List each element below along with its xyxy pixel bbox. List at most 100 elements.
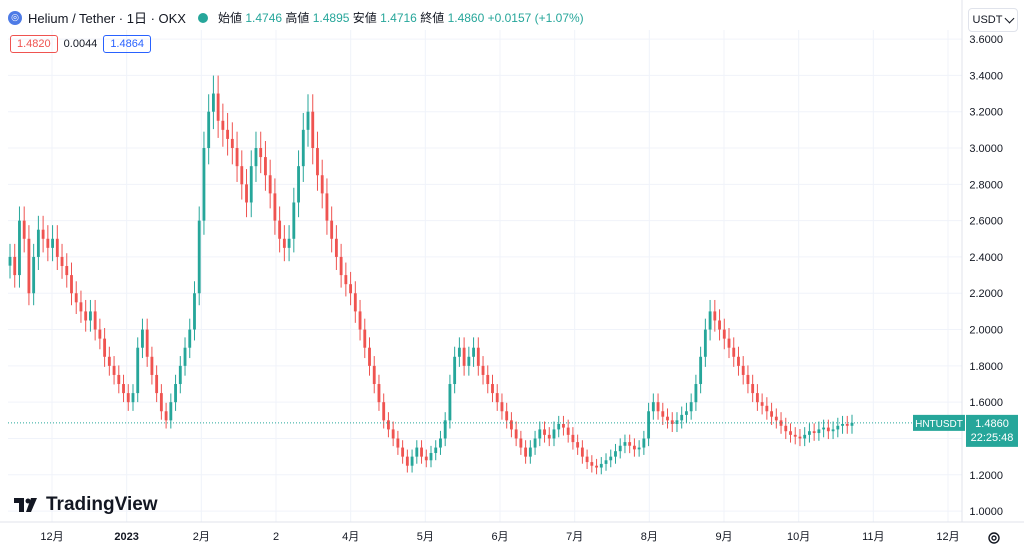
candle [481,365,485,375]
candle [107,356,111,366]
candle [826,427,830,432]
candle [495,393,499,403]
candle [585,456,589,463]
candle [472,347,475,357]
candle [703,329,707,357]
candle [609,456,613,461]
currency-selector[interactable]: USDT [968,8,1018,32]
candle [273,193,277,221]
countdown-label: 22:25:48 [971,432,1014,444]
candle [533,438,537,448]
candle [628,442,632,446]
candle [268,175,272,194]
candle [680,414,684,421]
candle [727,338,731,348]
candle [552,429,556,439]
candle [301,129,305,167]
candle [249,166,253,203]
symbol-title[interactable]: Helium / Tether · 1日 · OKX [28,11,186,26]
candle [221,120,225,130]
candle [216,93,220,121]
ask-price[interactable]: 1.4864 [103,35,151,53]
candle [623,442,627,446]
symbol-tag [913,414,965,431]
y-tick-label: 3.2000 [969,107,1003,119]
candle [183,347,187,366]
candle [70,275,73,294]
candle [282,238,286,248]
x-tick-label: 11月 [862,531,884,543]
candle [831,429,835,432]
candle [793,434,797,437]
candle [178,365,182,385]
candle [732,347,736,357]
candle [405,456,409,466]
y-tick-label: 2.0000 [969,325,1003,337]
candle [150,356,154,375]
candle [287,238,291,248]
candle [453,356,457,385]
candle [410,456,414,466]
candle [32,256,36,294]
candle [164,411,168,421]
candle [580,447,584,457]
candle [387,420,390,430]
candle [339,256,343,276]
x-tick-label: 7月 [566,531,583,543]
candle [467,356,471,366]
candle [159,393,163,412]
candle [779,420,783,426]
candle [443,420,447,439]
candle [562,423,565,428]
candle [519,438,523,448]
candle [88,311,92,321]
bid-price[interactable]: 1.4820 [10,35,58,53]
candle [760,402,764,406]
tradingview-logo[interactable]: TradingView [14,494,158,516]
candle [590,462,594,466]
candle [751,384,755,394]
candle [245,184,248,203]
candle [434,447,438,454]
candle [415,447,419,457]
candle [651,402,655,412]
candle [211,93,215,112]
candle [278,220,282,239]
candle [235,148,239,167]
candle [131,393,135,403]
last-price-label: 1.4860 [975,418,1009,430]
candle [694,384,698,403]
y-tick-label: 1.8000 [969,361,1003,373]
settings-gear-icon[interactable] [986,530,1002,546]
y-tick-label: 1.0000 [969,506,1003,518]
candle [240,166,244,185]
candle [685,411,688,415]
x-tick-label: 9月 [715,531,732,543]
candle [647,411,651,439]
candle [103,338,107,357]
candle [841,423,844,426]
candle [334,238,338,257]
candle [462,347,466,366]
candle [689,402,693,412]
candle [803,434,807,439]
candle [599,463,603,468]
candle [708,311,712,330]
candle [784,425,788,432]
y-tick-label: 2.6000 [969,216,1003,228]
candle [491,384,494,394]
candle [770,411,774,417]
candle [439,438,442,448]
candle [486,374,490,385]
x-tick-label: 8月 [641,531,658,543]
market-open-indicator-icon [197,12,208,23]
candle [845,423,849,426]
candle [822,427,826,430]
y-tick-label: 2.4000 [969,252,1003,264]
candle [576,442,580,448]
candle [798,436,802,439]
chart-legend: ◎ Helium / Tether · 1日 · OKX 始値 1.4746 高… [8,8,584,27]
candle [528,447,532,457]
